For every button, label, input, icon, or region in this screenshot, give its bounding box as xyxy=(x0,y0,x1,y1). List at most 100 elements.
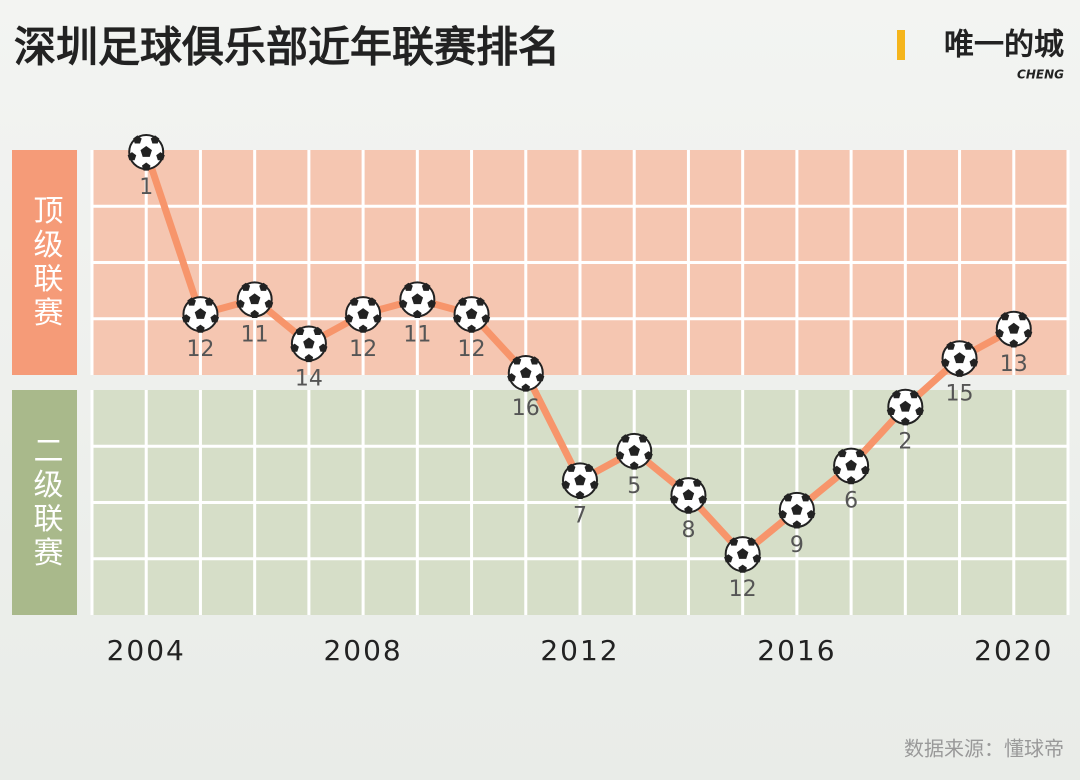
ball-patch xyxy=(458,297,468,306)
ball-patch xyxy=(250,309,259,318)
ball-patch xyxy=(421,282,431,291)
data-label: 6 xyxy=(844,489,858,514)
ball-patch xyxy=(241,282,251,291)
ball-patch xyxy=(344,314,354,323)
band-label: 顶级联赛 xyxy=(28,195,64,331)
ball-patch xyxy=(806,510,816,519)
ball-patch xyxy=(855,449,865,458)
ball-patch xyxy=(303,337,315,349)
ball-patch xyxy=(861,465,870,474)
ball-patch xyxy=(1008,322,1020,334)
ball xyxy=(236,281,274,318)
ball xyxy=(724,536,762,573)
ball xyxy=(290,325,328,363)
ball-patch xyxy=(141,162,151,171)
x-tick-label: 2012 xyxy=(540,634,619,667)
ball-patch xyxy=(669,495,679,504)
data-label: 8 xyxy=(681,518,695,543)
ball-patch xyxy=(946,341,956,350)
ball-patch xyxy=(953,352,966,364)
ball xyxy=(344,296,382,333)
ball-patch xyxy=(752,554,762,563)
x-tick-label: 2016 xyxy=(757,634,836,667)
brand: 唯一的城 xyxy=(944,28,1064,63)
data-label: 16 xyxy=(512,396,540,421)
ball-patch xyxy=(404,282,413,291)
brand-sub: CHENG xyxy=(1017,68,1064,82)
ball-patch xyxy=(453,314,462,323)
ball-patch xyxy=(413,309,422,318)
ball xyxy=(398,281,436,318)
ball-patch xyxy=(892,390,901,399)
ball-patch xyxy=(465,308,478,319)
ball-patch xyxy=(476,297,485,306)
ball-patch xyxy=(210,314,219,323)
ball-patch xyxy=(886,406,896,416)
ball-patch xyxy=(304,354,314,363)
ball-patch xyxy=(156,152,165,161)
line-segment xyxy=(142,148,204,318)
ball-patch xyxy=(574,474,586,486)
ball-patch xyxy=(692,478,702,487)
ball xyxy=(453,296,491,333)
band-label-box xyxy=(12,150,77,375)
data-label: 12 xyxy=(458,337,486,362)
ball-patch xyxy=(724,554,733,563)
data-label: 1 xyxy=(139,175,153,200)
ball-patch xyxy=(964,341,973,350)
ball-patch xyxy=(909,390,919,399)
ball xyxy=(615,432,653,470)
brand-mark xyxy=(897,30,905,60)
ball-patch xyxy=(295,326,305,336)
ball xyxy=(507,355,545,392)
ball-patch xyxy=(995,328,1004,338)
ball-patch xyxy=(589,480,599,489)
ball-patch xyxy=(846,476,856,485)
line-segment xyxy=(522,369,584,484)
ball-patch xyxy=(1018,312,1027,321)
ball-patch xyxy=(561,480,571,489)
ball-patch xyxy=(318,343,328,352)
ball-patch xyxy=(521,383,531,392)
ball-patch xyxy=(1009,339,1019,348)
ball-patch xyxy=(675,478,684,487)
ball-patch xyxy=(801,493,810,502)
ball-patch xyxy=(955,368,964,377)
data-label: 5 xyxy=(627,474,641,499)
ball-patch xyxy=(133,135,142,144)
ball-patch xyxy=(736,548,749,559)
ball xyxy=(669,477,707,514)
data-label: 12 xyxy=(186,337,214,362)
ball-patch xyxy=(1023,328,1033,338)
ball-patch xyxy=(682,489,695,500)
ball-patch xyxy=(729,537,739,546)
ball xyxy=(941,340,979,377)
ball-patch xyxy=(621,434,630,443)
ball xyxy=(127,134,165,171)
ball-patch xyxy=(969,358,979,367)
ball-patch xyxy=(264,299,274,308)
ball-patch xyxy=(738,564,747,573)
ball-patch xyxy=(638,434,648,443)
ball-patch xyxy=(507,373,516,382)
ball-patch xyxy=(140,146,152,157)
ball-patch xyxy=(566,463,576,472)
ball-patch xyxy=(259,282,268,291)
ball-patch xyxy=(629,461,639,470)
data-label: 2 xyxy=(898,430,912,455)
ball xyxy=(995,310,1033,348)
data-label: 14 xyxy=(295,367,323,392)
source: 数据来源：懂球帝 xyxy=(904,737,1064,761)
ball-patch xyxy=(398,299,408,308)
ball-patch xyxy=(792,520,802,529)
data-label: 9 xyxy=(790,533,804,558)
ball xyxy=(181,296,219,333)
ball-patch xyxy=(838,449,847,458)
data-label: 13 xyxy=(1000,352,1028,377)
ball-patch xyxy=(628,444,640,456)
ball-patch xyxy=(194,308,207,319)
ball-patch xyxy=(899,400,912,412)
ball-patch xyxy=(512,356,522,365)
ball-patch xyxy=(535,373,545,382)
